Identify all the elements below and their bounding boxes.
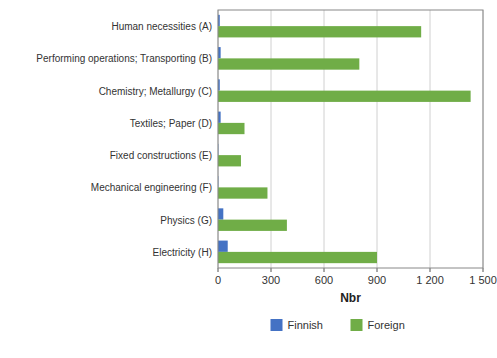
x-ticks: 0 300 600 900 1 200 1 500	[215, 268, 497, 286]
legend: Finnish Foreign	[271, 319, 405, 331]
tick-mark	[218, 268, 219, 272]
legend-label: Finnish	[288, 319, 323, 331]
bar	[218, 252, 377, 263]
tick-label: 0	[215, 274, 221, 286]
bar	[218, 123, 245, 134]
legend-swatch	[271, 319, 283, 331]
tick-mark	[377, 268, 378, 272]
bars	[218, 15, 471, 263]
tick-mark	[271, 268, 272, 272]
bar	[218, 208, 223, 219]
bar	[218, 26, 421, 37]
chart-container: 0 300 600 900 1 200 1 500 Electricity (H) Physi…	[0, 0, 497, 358]
grid-line	[430, 10, 431, 268]
bar	[218, 91, 471, 102]
bar	[218, 58, 359, 69]
bar	[218, 155, 241, 166]
category-label: Physics (G)	[160, 215, 212, 226]
tick-mark	[483, 268, 484, 272]
category-label: Mechanical engineering (F)	[91, 182, 212, 193]
plot-frame	[218, 10, 483, 268]
legend-label: Foreign	[368, 319, 405, 331]
tick-mark	[324, 268, 325, 272]
category-label: Electricity (H)	[153, 247, 212, 258]
tick-label: 1 500	[469, 274, 497, 286]
grid	[218, 10, 483, 268]
bar	[218, 241, 228, 252]
grid-line	[377, 10, 378, 268]
bar	[218, 187, 267, 198]
tick-label: 900	[368, 274, 386, 286]
category-label: Chemistry; Metallurgy (C)	[99, 86, 212, 97]
category-label: Fixed constructions (E)	[110, 150, 212, 161]
x-axis-label: Nbr	[340, 291, 361, 305]
category-label: Performing operations; Transporting (B)	[36, 53, 212, 64]
grid-line	[324, 10, 325, 268]
tick-label: 600	[315, 274, 333, 286]
category-label: Textiles; Paper (D)	[130, 118, 212, 129]
tick-mark	[430, 268, 431, 272]
chart-svg: 0 300 600 900 1 200 1 500 Electricity (H) Physi…	[0, 0, 497, 358]
bar	[218, 220, 287, 231]
tick-label: 1 200	[416, 274, 444, 286]
category-label: Human necessities (A)	[111, 21, 212, 32]
tick-label: 300	[262, 274, 280, 286]
y-ticks: Electricity (H) Physics (G) Mechanical eng…	[36, 21, 212, 258]
legend-swatch	[351, 319, 363, 331]
